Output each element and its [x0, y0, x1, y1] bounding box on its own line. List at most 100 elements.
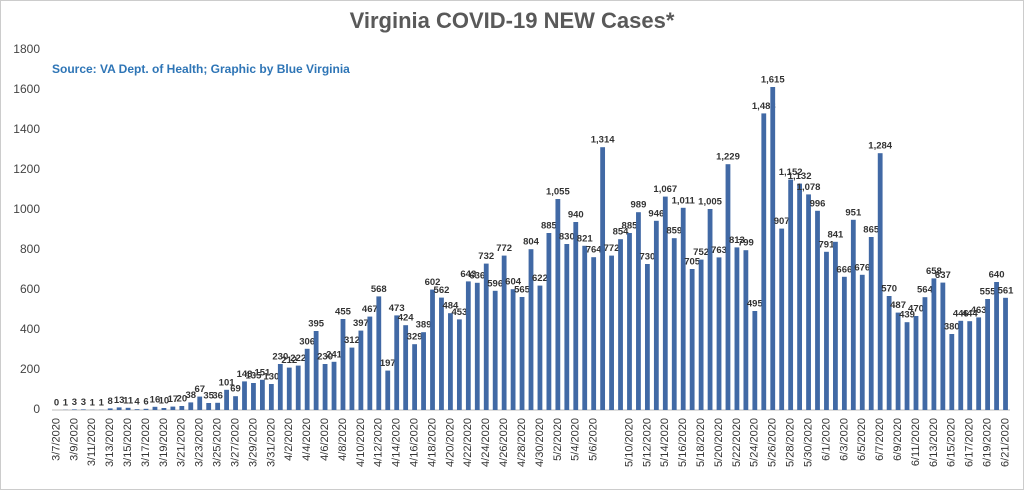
source-note: Source: VA Dept. of Health; Graphic by B…	[52, 62, 350, 76]
bar	[662, 196, 668, 410]
x-tick-label: 6/17/2020	[964, 418, 976, 467]
x-tick-label: 4/20/2020	[444, 418, 456, 467]
bar	[689, 269, 695, 410]
bar	[322, 364, 328, 410]
y-tick-label: 1400	[13, 122, 40, 136]
bar	[752, 311, 758, 410]
data-label: 444	[962, 309, 979, 320]
data-label: 230	[317, 352, 333, 363]
data-label: 830	[559, 232, 575, 243]
data-label: 764	[586, 245, 603, 256]
data-label: 907	[774, 216, 790, 227]
data-label: 622	[532, 273, 548, 284]
y-tick-label: 1200	[13, 162, 40, 176]
data-label: 38	[185, 390, 196, 401]
data-label: 637	[935, 270, 951, 281]
data-label: 772	[604, 243, 620, 254]
x-tick-label: 6/7/2020	[874, 418, 886, 461]
data-label: 555	[980, 287, 997, 298]
bar	[913, 316, 919, 410]
y-tick-label: 600	[20, 282, 40, 296]
bar	[403, 325, 409, 410]
data-label: 865	[863, 225, 880, 236]
x-tick-label: 5/16/2020	[677, 418, 689, 467]
bar	[474, 282, 480, 410]
data-label: 36	[212, 390, 223, 401]
bar	[349, 347, 355, 410]
bar	[680, 207, 686, 410]
bar	[465, 281, 471, 410]
bar	[546, 233, 552, 410]
bar	[233, 396, 238, 410]
bar	[483, 263, 489, 410]
bar	[618, 239, 623, 410]
x-tick-label: 5/26/2020	[767, 418, 779, 467]
x-tick-label: 4/28/2020	[516, 418, 528, 467]
bar	[537, 285, 543, 410]
data-label: 841	[827, 229, 844, 240]
bar	[125, 407, 131, 410]
x-tick-label: 4/18/2020	[426, 418, 438, 467]
x-tick-label: 6/5/2020	[856, 418, 868, 461]
data-label: 996	[810, 198, 826, 209]
data-label: 730	[639, 252, 655, 263]
bar	[564, 244, 570, 410]
x-tick-label: 4/24/2020	[480, 418, 492, 467]
bar	[170, 406, 176, 410]
data-label: 151	[254, 367, 271, 378]
x-tick-label: 3/25/2020	[212, 418, 224, 467]
data-label: 1	[90, 397, 96, 408]
data-label: 0	[54, 398, 59, 409]
y-tick-label: 1600	[13, 82, 40, 96]
data-label: 791	[819, 239, 836, 250]
x-tick-label: 5/18/2020	[695, 418, 707, 467]
bar	[707, 209, 713, 410]
data-label: 212	[281, 355, 297, 366]
bar	[528, 249, 534, 410]
data-label: 222	[290, 353, 306, 364]
x-tick-label: 5/4/2020	[570, 418, 582, 461]
data-label: 763	[711, 245, 727, 256]
data-label: 4	[134, 397, 140, 408]
data-label: 705	[684, 257, 701, 268]
bar	[698, 259, 704, 410]
data-label: 484	[442, 301, 459, 312]
data-label: 446	[953, 308, 969, 319]
bar	[313, 331, 319, 410]
bar	[251, 383, 256, 410]
data-label: 1,314	[591, 135, 615, 146]
bar	[841, 276, 847, 410]
bar	[492, 290, 498, 410]
data-label: 640	[989, 270, 1005, 281]
data-label: 395	[308, 319, 325, 330]
data-label: 1,615	[761, 75, 785, 86]
x-tick-label: 3/13/2020	[104, 418, 116, 467]
data-label: 487	[890, 300, 906, 311]
data-label: 17	[168, 394, 179, 405]
bar	[367, 316, 373, 410]
bar	[779, 228, 785, 410]
data-label: 69	[230, 384, 241, 395]
bar	[286, 367, 292, 410]
data-label: 20	[177, 394, 188, 405]
data-label: 306	[299, 336, 315, 347]
bar	[134, 409, 140, 410]
y-tick-label: 0	[33, 402, 40, 416]
bar	[116, 407, 122, 410]
data-label: 772	[496, 243, 512, 254]
x-tick-label: 5/30/2020	[802, 418, 814, 467]
bar	[188, 402, 194, 410]
x-tick-label: 6/21/2020	[999, 418, 1011, 467]
data-label: 1,011	[672, 195, 696, 206]
bar	[644, 264, 650, 410]
bar	[376, 296, 382, 410]
bar	[394, 315, 400, 410]
data-label: 11	[123, 395, 134, 406]
bar	[859, 274, 865, 410]
x-tick-label: 3/27/2020	[229, 418, 241, 467]
bar	[671, 238, 677, 410]
x-tick-label: 3/9/2020	[68, 418, 80, 461]
x-tick-label: 5/28/2020	[785, 418, 797, 467]
x-tick-label: 6/11/2020	[910, 418, 922, 466]
bar	[815, 210, 820, 410]
